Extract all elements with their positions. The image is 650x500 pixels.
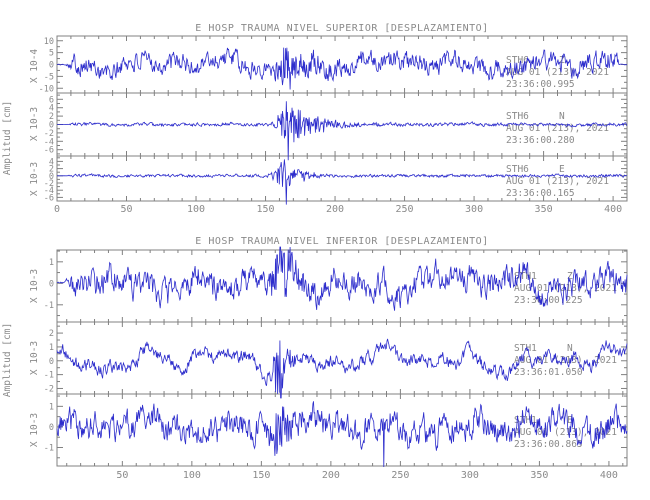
scale-label: X 10-3 xyxy=(29,162,40,196)
y-axis-label: Amplitud [cm] xyxy=(2,323,13,397)
time-label: 23:36:00.165 xyxy=(506,188,575,199)
y-tick-label: 0 xyxy=(49,357,54,367)
scale-label: X 10-3 xyxy=(29,341,40,375)
y-tick-label: -6 xyxy=(44,193,54,203)
x-tick-label: 400 xyxy=(600,470,618,481)
y-tick-label: 4 xyxy=(49,104,54,114)
time-label: 23:36:00.225 xyxy=(514,295,583,306)
time-label: 23:36:00.995 xyxy=(506,79,575,90)
y-tick-label: 0 xyxy=(49,121,54,131)
y-tick-label: -6 xyxy=(44,146,54,156)
x-tick-label: 250 xyxy=(396,204,414,215)
figure-title-inferior: E HOSP TRAUMA NIVEL INFERIOR [DESPLAZAMI… xyxy=(195,236,488,247)
y-tick-label: 0 xyxy=(49,61,54,71)
x-tick-label: 150 xyxy=(257,204,275,215)
y-tick-label: -5 xyxy=(44,72,54,82)
y-tick-label: 10 xyxy=(44,37,54,47)
component-label: N xyxy=(567,343,573,354)
station-label: STH1 xyxy=(514,415,537,426)
x-tick-label: 0 xyxy=(54,204,60,215)
scale-label: X 10-4 xyxy=(29,49,40,84)
y-tick-label: 0 xyxy=(49,423,54,433)
time-label: 23:36:01.050 xyxy=(514,367,583,378)
y-tick-label: -1 xyxy=(44,371,54,381)
date-label: AUG 01 (213), 2021 xyxy=(514,427,617,438)
x-tick-label: 200 xyxy=(322,470,340,481)
x-tick-label: 50 xyxy=(116,470,128,481)
scale-label: X 10-3 xyxy=(29,107,40,141)
y-tick-label: 1 xyxy=(49,343,54,353)
component-label: N xyxy=(559,111,565,122)
y-tick-label: -10 xyxy=(39,84,54,94)
waveform-STH6-N xyxy=(57,101,628,161)
component-label: E xyxy=(559,164,565,175)
y-tick-label: 4 xyxy=(49,157,54,167)
waveform-STH1-E xyxy=(56,401,628,468)
x-tick-label: 200 xyxy=(326,204,344,215)
figure-superior-text: E HOSP TRAUMA NIVEL SUPERIOR [DESPLAZAMI… xyxy=(2,23,609,199)
y-tick-label: 2 xyxy=(49,329,54,339)
y-axis-label: Amplitud [cm] xyxy=(2,101,13,175)
waveform-STH1-N xyxy=(56,338,628,399)
component-label: E xyxy=(567,415,573,426)
x-tick-label: 350 xyxy=(535,204,553,215)
time-label: 23:36:00.865 xyxy=(514,439,583,450)
y-tick-label: -1 xyxy=(44,301,54,311)
x-tick-label: 250 xyxy=(391,470,409,481)
y-tick-label: -4 xyxy=(44,186,54,196)
date-label: AUG 01 (213), 2021 xyxy=(506,67,609,78)
y-tick-label: 1 xyxy=(49,402,54,412)
y-tick-label: -4 xyxy=(44,137,54,147)
y-tick-label: 0 xyxy=(49,279,54,289)
waveform-STH1-Z xyxy=(56,246,628,311)
y-tick-label: 2 xyxy=(49,112,54,122)
time-label: 23:36:00.280 xyxy=(506,135,575,146)
station-label: STH6 xyxy=(506,55,529,66)
y-tick-label: 6 xyxy=(49,95,54,105)
scale-label: X 10-3 xyxy=(29,269,40,303)
x-tick-label: 350 xyxy=(530,470,548,481)
component-label: Z xyxy=(567,271,573,282)
plot-frame xyxy=(56,35,628,202)
y-tick-label: -2 xyxy=(44,129,54,139)
x-tick-label: 400 xyxy=(604,204,622,215)
date-label: AUG 01 (213), 2021 xyxy=(506,123,609,134)
y-tick-label: -1 xyxy=(44,443,54,453)
y-tick-label: -2 xyxy=(44,384,54,394)
figure-title-superior: E HOSP TRAUMA NIVEL SUPERIOR [DESPLAZAMI… xyxy=(195,23,488,34)
plot-frame xyxy=(56,249,628,467)
scale-label: X 10-3 xyxy=(29,413,40,447)
x-tick-label: 300 xyxy=(461,470,479,481)
x-tick-label: 100 xyxy=(183,470,201,481)
y-tick-label: 0 xyxy=(49,172,54,182)
figure-axes: 1 0 -1 2 1 0 -1 -2 1 0 -1 50 100 150 200 250 300 350 400 xyxy=(44,249,628,481)
x-tick-label: 100 xyxy=(187,204,205,215)
waveform-STH6-Z xyxy=(56,47,628,90)
station-label: STH6 xyxy=(506,164,529,175)
y-tick-label: -2 xyxy=(44,179,54,189)
y-tick-label: 1 xyxy=(49,258,54,268)
station-label: STH6 xyxy=(506,111,529,122)
x-tick-label: 50 xyxy=(120,204,132,215)
x-tick-label: 300 xyxy=(465,204,483,215)
y-tick-label: 2 xyxy=(49,165,54,175)
waveform-layer xyxy=(56,47,628,468)
waveform-STH6-E xyxy=(57,159,628,205)
station-label: STH1 xyxy=(514,271,537,282)
y-tick-label: 5 xyxy=(49,49,54,59)
date-label: AUG 01 (213), 2021 xyxy=(506,176,609,187)
x-tick-label: 150 xyxy=(252,470,270,481)
